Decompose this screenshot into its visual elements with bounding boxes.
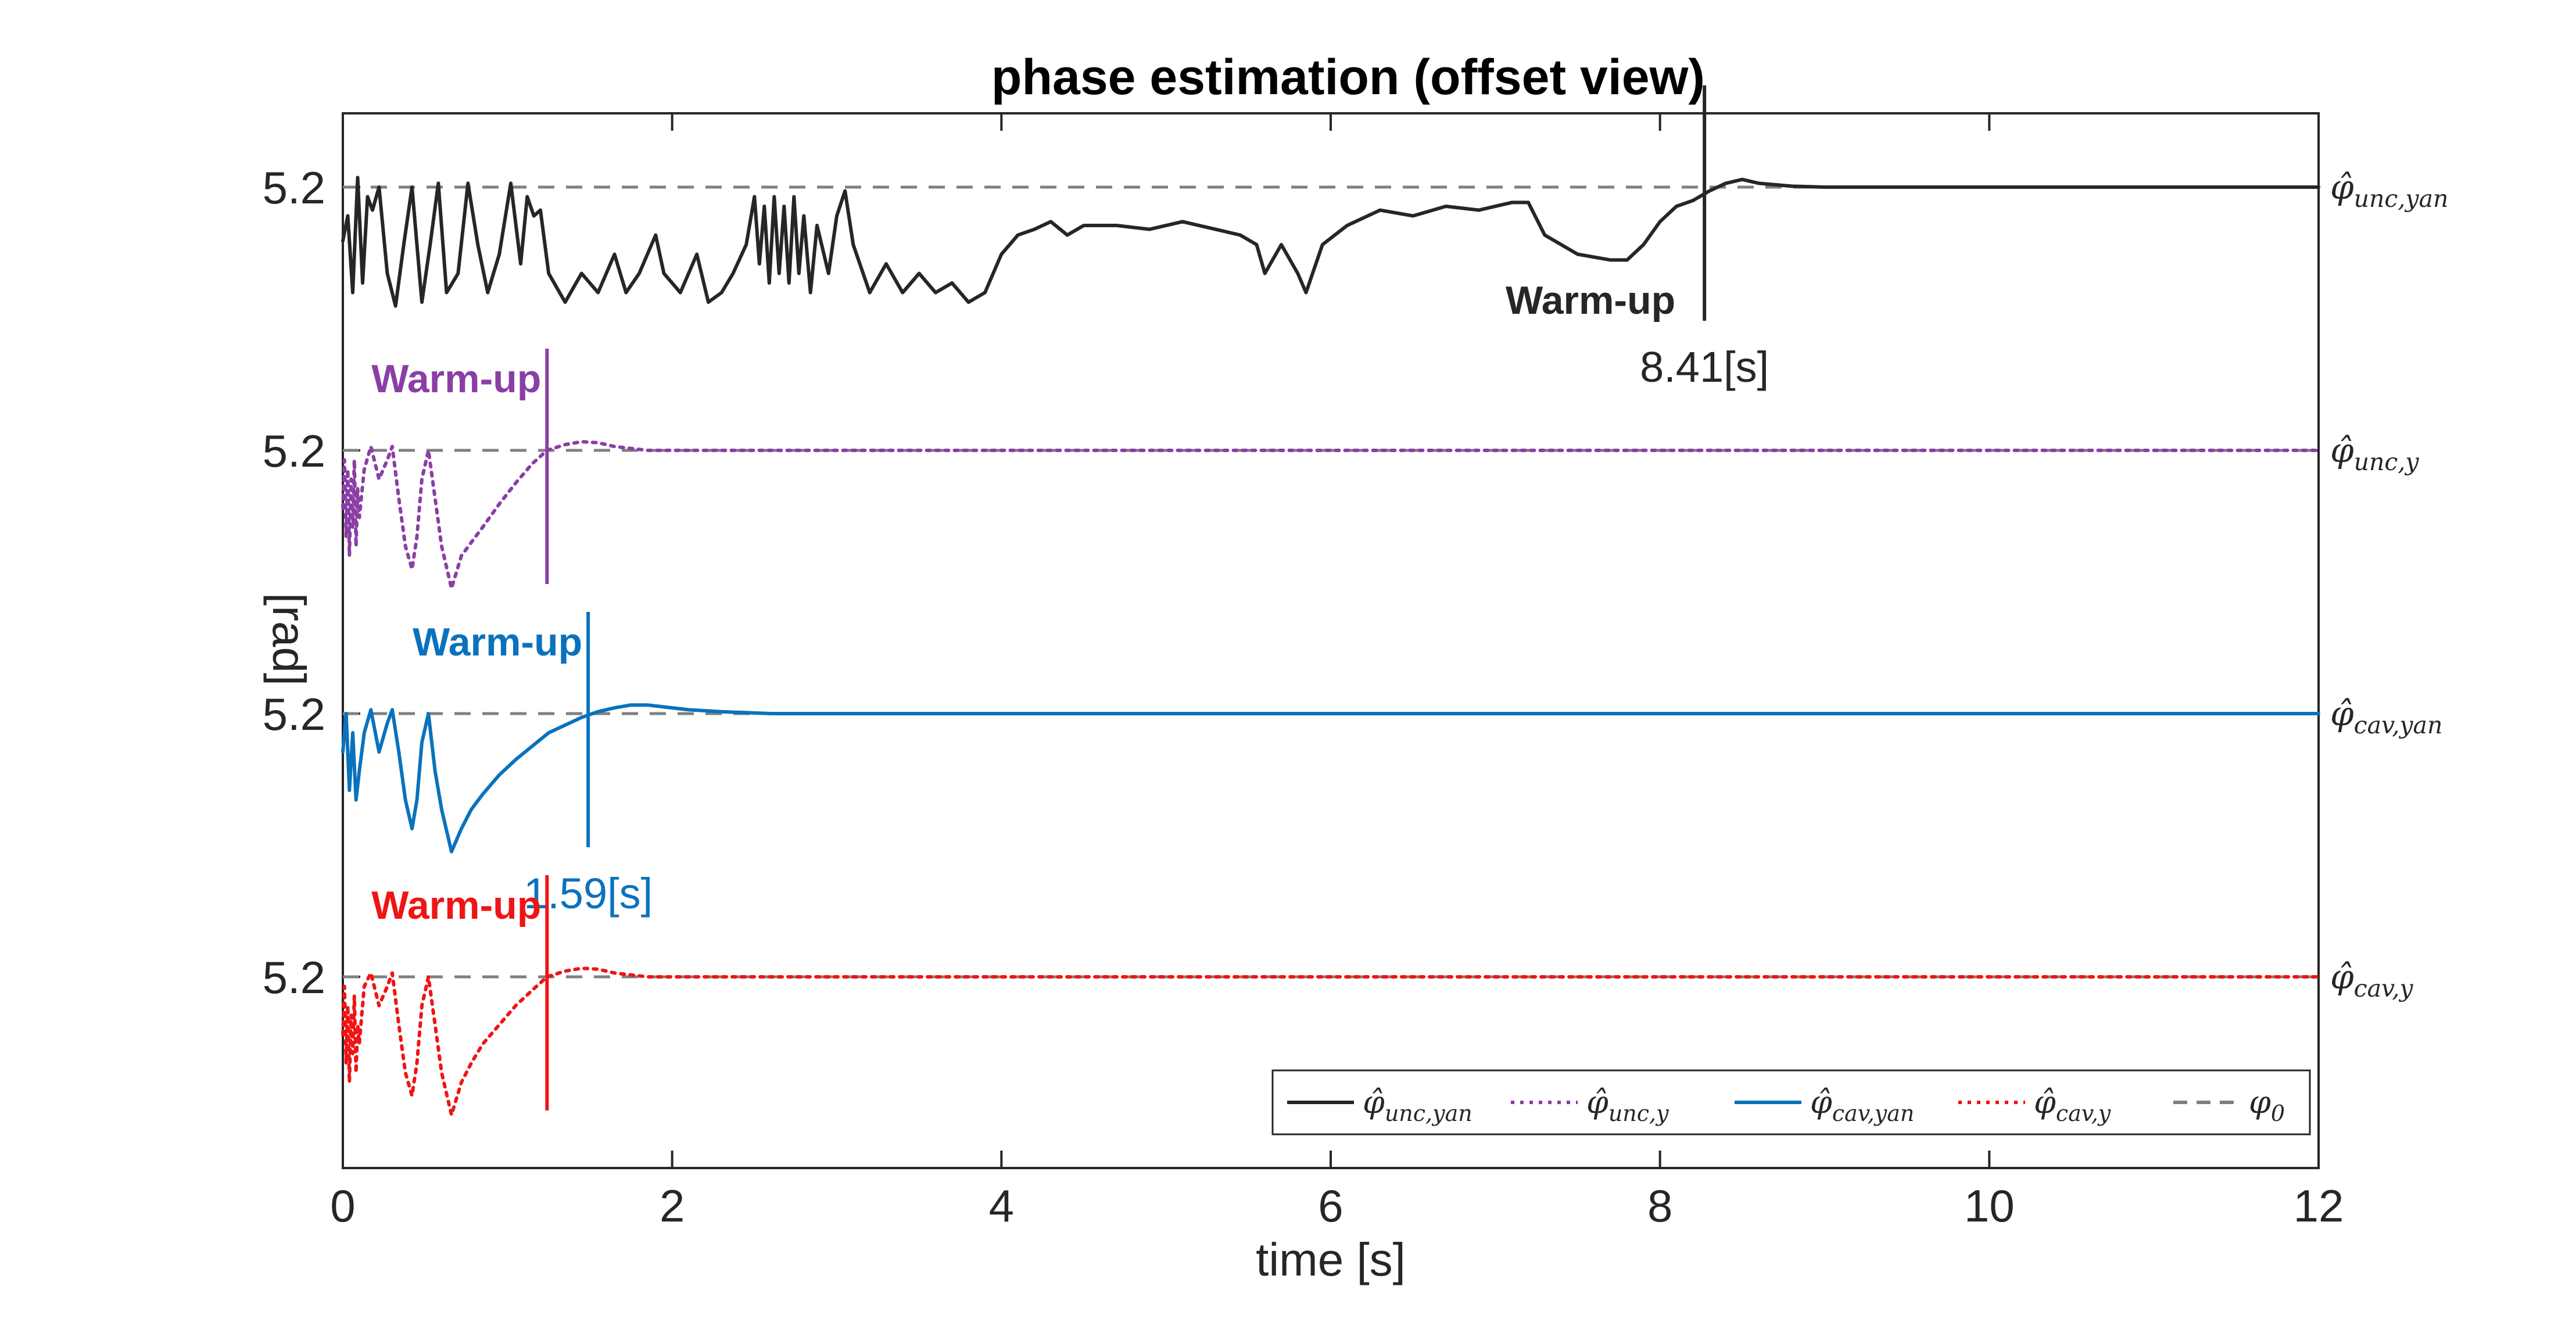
right-label-unc_y: φ̂unc,y <box>2330 431 2419 476</box>
legend-label-unc_y-base: φ̂ <box>1586 1084 1608 1120</box>
right-label-cav_y-sub: cav,y <box>2354 975 2414 1002</box>
x-tick-label: 8 <box>1647 1180 1672 1231</box>
series-lines <box>341 175 2320 1117</box>
x-tick-label: 12 <box>2294 1180 2344 1231</box>
right-label-unc_yan: φ̂unc,yan <box>2330 167 2448 213</box>
legend-label-phi0-sub: 0 <box>2271 1101 2285 1126</box>
legend-label-cav_y-sub: cav,y <box>2056 1101 2111 1126</box>
right-label-cav_y: φ̂cav,y <box>2330 957 2413 1002</box>
y-tick-label: 5.2 <box>263 952 325 1003</box>
legend-label-unc_y-sub: unc,y <box>1608 1101 1669 1126</box>
right-label-unc_yan-sub: unc,yan <box>2354 185 2449 213</box>
warmup-label-unc_yan: Warm-up <box>1506 278 1675 323</box>
legend-label-phi0-base: φ <box>2249 1084 2271 1120</box>
chart-title: phase estimation (offset view) <box>991 49 1705 105</box>
right-label-unc_y-base: φ̂ <box>2330 431 2354 470</box>
right-label-cav_y-base: φ̂ <box>2330 957 2354 997</box>
legend-label-cav_yan-base: φ̂ <box>1810 1084 1832 1120</box>
right-label-cav_yan: φ̂cav,yan <box>2330 694 2442 739</box>
legend-label-unc_yan-base: φ̂ <box>1363 1084 1385 1120</box>
x-axis-label: time [s] <box>1256 1234 1406 1285</box>
legend-label-cav_y-base: φ̂ <box>2034 1084 2056 1120</box>
series-line-unc_yan <box>341 175 2320 308</box>
warmup-label-cav_y: Warm-up <box>371 883 541 927</box>
y-tick-label: 5.2 <box>263 162 325 213</box>
axis-layer: 0 2 4 6 8 10 12 5.2 5.2 5.2 5.2 <box>263 113 2344 1231</box>
series-line-cav_y <box>341 966 2320 1117</box>
warmup-time-label-cav_yan: 1.59[s] <box>524 869 653 918</box>
x-tick-label: 0 <box>330 1180 355 1231</box>
warmup-time-label-unc_yan: 8.41[s] <box>1640 343 1769 391</box>
warmup-markers: Warm-up8.41[s]Warm-upWarm-up1.59[s]Warm-… <box>371 85 1769 1111</box>
legend-label-cav_yan: φ̂cav,yan <box>1810 1084 1914 1126</box>
legend-label-unc_yan-sub: unc,yan <box>1385 1101 1472 1126</box>
legend: φ̂unc,yan φ̂unc,y φ̂cav,yan φ̂cav,y φ0 <box>1271 1069 2311 1135</box>
right-label-unc_yan-base: φ̂ <box>2330 167 2354 207</box>
y-axis-label: [rad] <box>263 593 315 686</box>
series-line-unc_y <box>341 440 2320 590</box>
y-tick-label: 5.2 <box>263 425 325 477</box>
warmup-label-unc_y: Warm-up <box>371 357 541 401</box>
series-line-cav_yan <box>341 703 2320 854</box>
y-tick-label: 5.2 <box>263 689 325 740</box>
warmup-label-cav_yan: Warm-up <box>413 620 582 664</box>
legend-label-unc_y: φ̂unc,y <box>1586 1084 1669 1126</box>
right-label-cav_yan-sub: cav,yan <box>2354 711 2443 739</box>
right-label-cav_yan-base: φ̂ <box>2330 694 2354 733</box>
legend-label-phi0: φ0 <box>2249 1084 2285 1126</box>
x-tick-label: 10 <box>1964 1180 2015 1231</box>
x-tick-label: 6 <box>1318 1180 1343 1231</box>
x-tick-label: 4 <box>989 1180 1014 1231</box>
right-label-unc_y-sub: unc,y <box>2354 448 2420 476</box>
legend-label-cav_yan-sub: cav,yan <box>1832 1101 1915 1126</box>
x-tick-label: 2 <box>660 1180 685 1231</box>
legend-label-unc_yan: φ̂unc,yan <box>1363 1084 1472 1126</box>
legend-label-cav_y: φ̂cav,y <box>2034 1084 2111 1126</box>
